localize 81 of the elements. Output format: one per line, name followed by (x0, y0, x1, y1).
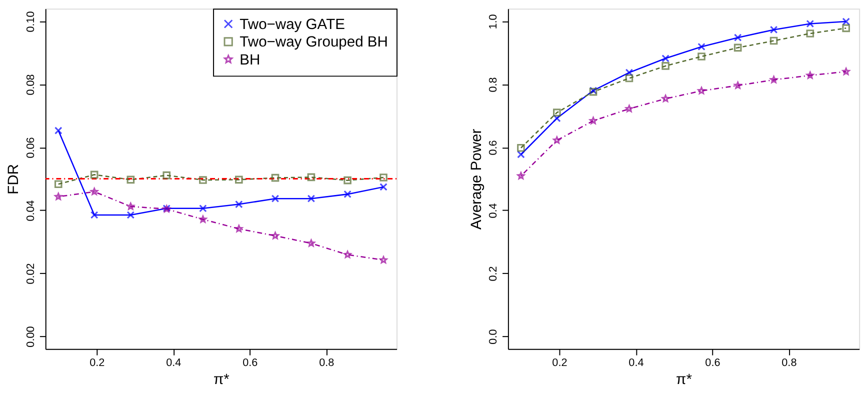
y-axis-title: Average Power (468, 128, 485, 230)
point (199, 204, 207, 212)
point (54, 180, 62, 188)
x-tick-label: 0.2 (90, 357, 105, 370)
point (90, 188, 98, 195)
point (842, 18, 850, 26)
x-axis-title: π* (676, 372, 692, 388)
x-tick-label: 0.6 (705, 357, 720, 370)
point (553, 114, 561, 122)
y-axis-title: FDR (6, 164, 22, 194)
point (271, 174, 280, 182)
point (553, 136, 561, 144)
point (54, 126, 62, 134)
point (625, 74, 634, 82)
point (698, 86, 706, 94)
x-tick-label: 0.4 (628, 357, 644, 370)
point (126, 211, 135, 219)
point (589, 116, 598, 124)
point (90, 170, 98, 179)
point (770, 36, 778, 45)
y-tick-label: 0.6 (488, 140, 500, 156)
x-tick-label: 0.4 (166, 357, 182, 370)
point (698, 52, 706, 60)
point (344, 250, 352, 258)
legend-label: Two−way Grouped BH (240, 34, 388, 51)
point (271, 194, 280, 203)
point (625, 104, 633, 112)
point (307, 173, 316, 182)
x-tick-label: 0.6 (242, 357, 258, 370)
point (842, 68, 850, 75)
point (235, 200, 243, 208)
point (199, 215, 207, 223)
y-tick-label: 0.00 (25, 326, 38, 348)
point (517, 150, 525, 158)
y-tick-label: 0.8 (488, 77, 500, 92)
y-tick-label: 0.08 (25, 74, 38, 96)
x-tick-label: 0.8 (782, 357, 797, 370)
y-tick-label: 0.0 (488, 329, 500, 344)
point (235, 176, 243, 184)
point (662, 62, 670, 70)
point (307, 239, 315, 247)
y-tick-label: 0.2 (488, 266, 500, 282)
x-tick-label: 0.2 (552, 357, 568, 370)
point (344, 190, 352, 198)
point (553, 108, 561, 117)
y-tick-label: 0.4 (488, 203, 500, 218)
point (380, 183, 388, 191)
x-tick-label: 0.8 (319, 357, 334, 370)
legend-label: BH (240, 52, 260, 68)
point (734, 34, 742, 42)
point (734, 44, 742, 52)
point (734, 82, 742, 89)
point (806, 30, 814, 38)
y-tick-label: 0.02 (25, 263, 38, 284)
point (235, 224, 243, 232)
y-tick-label: 1.0 (488, 14, 500, 30)
y-tick-label: 0.06 (25, 137, 38, 158)
point (199, 176, 207, 184)
point (344, 176, 352, 184)
point (806, 20, 814, 28)
x-axis-title: π* (213, 372, 230, 388)
point (517, 144, 525, 152)
point (307, 194, 316, 203)
point (662, 54, 670, 62)
legend-label: Two−way GATE (240, 16, 346, 33)
point (54, 192, 62, 200)
point (126, 202, 134, 210)
point (380, 174, 388, 182)
point (770, 26, 778, 34)
point (126, 176, 135, 184)
y-tick-label: 0.10 (25, 11, 38, 32)
point (698, 42, 706, 51)
point (770, 76, 778, 84)
point (271, 232, 280, 240)
point (662, 94, 670, 102)
point (380, 256, 388, 264)
point (90, 211, 98, 219)
y-tick-label: 0.04 (25, 200, 38, 222)
point (162, 171, 171, 180)
point (625, 68, 634, 76)
point (842, 24, 850, 32)
